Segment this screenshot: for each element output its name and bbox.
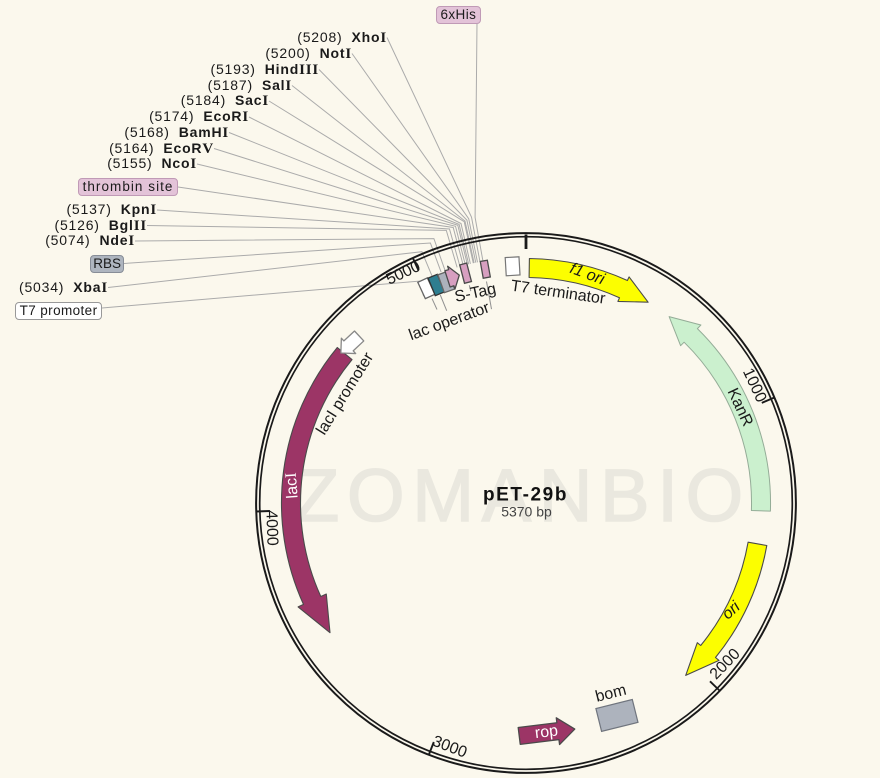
svg-text:4000: 4000: [262, 510, 280, 546]
svg-text:pET-29b: pET-29b: [483, 485, 568, 506]
svg-text:5370 bp: 5370 bp: [501, 504, 552, 520]
svg-text:rop: rop: [534, 722, 559, 742]
svg-text:lacI: lacI: [282, 472, 301, 499]
svg-text:ZOMANBIO: ZOMANBIO: [294, 454, 751, 537]
